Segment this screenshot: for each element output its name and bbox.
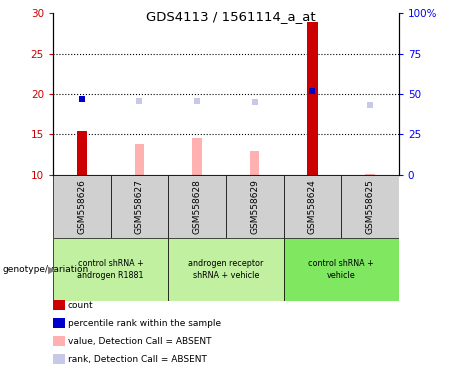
Bar (192, 137, 202, 175)
Text: percentile rank within the sample: percentile rank within the sample (68, 319, 221, 328)
Text: GSM558626: GSM558626 (77, 179, 86, 234)
Bar (53, 238, 168, 301)
Bar (226, 175, 284, 238)
Bar (135, 144, 144, 175)
Bar (341, 175, 399, 238)
Text: genotype/variation: genotype/variation (2, 265, 89, 274)
Bar (307, 22, 318, 175)
Bar (168, 175, 226, 238)
Bar (77, 131, 87, 175)
Text: GSM558625: GSM558625 (366, 179, 374, 234)
Text: control shRNA +
vehicle: control shRNA + vehicle (308, 259, 374, 280)
Text: GSM558628: GSM558628 (193, 179, 201, 234)
Text: control shRNA +
androgen R1881: control shRNA + androgen R1881 (77, 259, 144, 280)
Bar (111, 175, 168, 238)
Bar (250, 151, 260, 175)
Bar (284, 238, 399, 301)
Text: androgen receptor
shRNA + vehicle: androgen receptor shRNA + vehicle (188, 259, 264, 280)
Bar (53, 175, 111, 238)
Bar (284, 175, 341, 238)
Text: GSM558624: GSM558624 (308, 179, 317, 234)
Text: GSM558627: GSM558627 (135, 179, 144, 234)
Text: count: count (68, 301, 94, 310)
Text: rank, Detection Call = ABSENT: rank, Detection Call = ABSENT (68, 355, 207, 364)
Text: GSM558629: GSM558629 (250, 179, 259, 234)
Bar (168, 238, 284, 301)
Text: ▶: ▶ (48, 265, 56, 275)
Text: GDS4113 / 1561114_a_at: GDS4113 / 1561114_a_at (146, 10, 315, 23)
Text: value, Detection Call = ABSENT: value, Detection Call = ABSENT (68, 337, 211, 346)
Bar (365, 174, 375, 175)
